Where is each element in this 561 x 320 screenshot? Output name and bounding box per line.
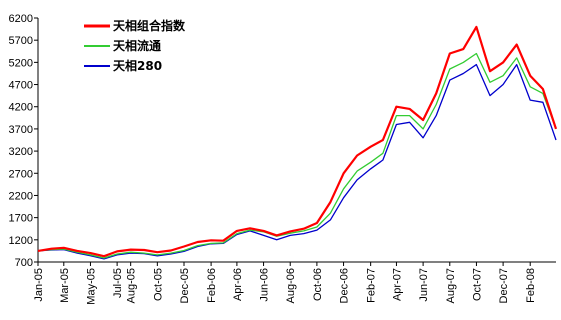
y-tick-label: 5200: [9, 57, 33, 69]
x-tick-label: Dec-05: [179, 268, 191, 303]
x-tick-label: Apr-06: [232, 268, 244, 301]
x-tick-label: Oct-05: [152, 268, 164, 301]
y-tick-label: 2200: [9, 190, 33, 202]
y-tick-label: 1200: [9, 235, 33, 247]
x-tick-label: Aug-06: [285, 268, 297, 303]
y-tick-label: 2700: [9, 168, 33, 180]
y-tick-label: 3200: [9, 146, 33, 158]
y-tick-label: 4700: [9, 80, 33, 92]
series-layer: [37, 25, 558, 260]
x-tick-label: Aug-05: [126, 268, 138, 303]
series-line: [37, 52, 557, 259]
legend-label: 天相280: [113, 58, 162, 73]
x-tick-label: Jan-05: [33, 268, 45, 302]
x-tick-label: Jul-05: [112, 268, 124, 298]
x-tick-label: Jun-06: [259, 268, 271, 302]
x-tick-label: Oct-07: [471, 268, 483, 301]
chart-axes: 700 1200 1700 2200 2700 3200 3700 4200 4700 5200 5…: [9, 13, 556, 305]
x-tick-label: Apr-07: [391, 268, 403, 301]
legend-label: 天相流通: [113, 38, 161, 53]
x-tick-label: Oct-06: [312, 268, 324, 301]
x-tick-label: Feb-08: [525, 268, 537, 303]
y-tick-label: 6200: [9, 13, 33, 25]
x-tick-label: Feb-06: [206, 268, 218, 303]
y-tick-label: 1700: [9, 213, 33, 225]
series-line: [37, 63, 557, 260]
y-tick-label: 3700: [9, 124, 33, 136]
x-tick-label: Aug-07: [445, 268, 457, 303]
y-tick-label: 4200: [9, 102, 33, 114]
x-tick-label: Mar-05: [59, 268, 71, 303]
x-tick-label: Jun-07: [418, 268, 430, 302]
x-tick-label: Feb-07: [366, 268, 378, 303]
series-line: [37, 25, 558, 258]
y-tick-label: 5700: [9, 35, 33, 47]
x-tick-label: Dec-07: [498, 268, 510, 303]
x-tick-label: Dec-06: [339, 268, 351, 303]
y-tick-label: 700: [15, 257, 33, 269]
x-tick-label: May-05: [85, 268, 97, 305]
legend-label: 天相组合指数: [113, 18, 186, 33]
